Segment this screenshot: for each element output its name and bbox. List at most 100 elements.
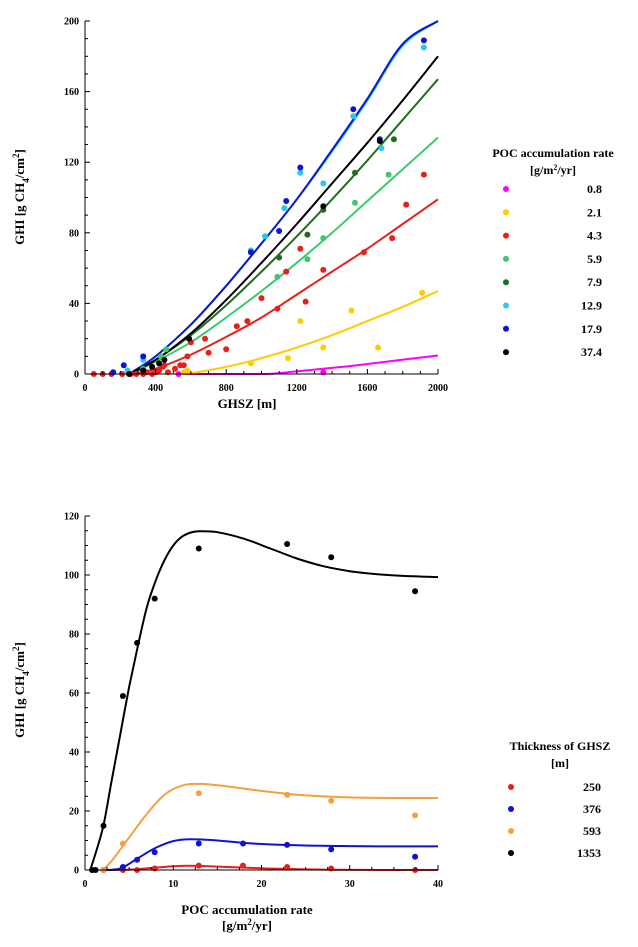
y-axis-label: GHI [g CH4/cm2] bbox=[11, 642, 31, 738]
fit-curve-593 bbox=[101, 782, 439, 871]
data-point-37.4 bbox=[376, 138, 383, 144]
data-point-4.3 bbox=[274, 305, 281, 312]
y-tick-label: 120 bbox=[64, 512, 79, 523]
legend: POC accumulation rate [g/m2/yr] 0.8 2.1 4.… bbox=[492, 146, 614, 359]
data-point-250 bbox=[240, 862, 246, 869]
x-tick-label: 0 bbox=[83, 879, 88, 890]
data-point-1353 bbox=[284, 541, 291, 547]
data-point-5.9 bbox=[385, 171, 392, 178]
legend-marker-376 bbox=[508, 806, 514, 812]
data-point-376 bbox=[284, 841, 291, 848]
data-point-4.3 bbox=[302, 298, 309, 305]
data-point-2.1 bbox=[297, 318, 304, 325]
data-point-4.3 bbox=[258, 295, 265, 302]
data-point-1353 bbox=[119, 693, 126, 699]
y-tick-label: 160 bbox=[64, 87, 79, 98]
data-point-1353 bbox=[412, 588, 419, 595]
legend-marker-250 bbox=[508, 784, 514, 790]
data-point-4.3 bbox=[233, 323, 240, 330]
data-point-2.1 bbox=[285, 355, 291, 362]
legend-label-12.9: 12.9 bbox=[581, 299, 602, 313]
data-point-4.3 bbox=[205, 349, 212, 356]
x-axis-label: GHSZ [m] bbox=[218, 396, 277, 411]
data-point-250 bbox=[328, 865, 335, 872]
data-point-4.3 bbox=[420, 171, 427, 178]
data-point-37.4 bbox=[161, 356, 168, 363]
data-point-250 bbox=[284, 864, 291, 870]
legend-label-0.8: 0.8 bbox=[587, 182, 602, 196]
legend-label-2.1: 2.1 bbox=[587, 205, 602, 219]
x-tick-label: 20 bbox=[257, 879, 267, 890]
x-tick-label: 40 bbox=[433, 879, 443, 890]
data-point-4.3 bbox=[161, 362, 168, 369]
data-point-37.4 bbox=[140, 367, 147, 374]
axes-group bbox=[84, 515, 439, 871]
y-tick-label: 20 bbox=[69, 807, 79, 818]
fit-curve-7.9 bbox=[130, 78, 439, 375]
legend-subtitle: [m] bbox=[551, 756, 569, 770]
y-tick-label: 120 bbox=[64, 158, 79, 169]
data-points-group bbox=[89, 541, 419, 873]
y-tick-label: 40 bbox=[69, 748, 79, 759]
data-point-7.9 bbox=[390, 136, 397, 143]
data-point-4.3 bbox=[180, 362, 187, 369]
data-point-12.9 bbox=[420, 44, 427, 51]
data-point-593 bbox=[412, 812, 419, 819]
data-point-4.3 bbox=[403, 201, 410, 208]
data-point-37.4 bbox=[149, 363, 156, 370]
data-point-376 bbox=[195, 840, 202, 847]
data-point-593 bbox=[119, 840, 126, 847]
data-point-1353 bbox=[100, 822, 107, 829]
x-axis-label: POC accumulation rate bbox=[181, 902, 313, 917]
fit-curves-group bbox=[128, 20, 439, 376]
legend-label-1353: 1353 bbox=[577, 846, 601, 860]
data-point-1353 bbox=[328, 554, 335, 561]
fit-curve-17.9 bbox=[128, 20, 439, 375]
legend-subtitle: [g/m2/yr] bbox=[530, 163, 576, 178]
data-point-12.9 bbox=[297, 169, 304, 176]
data-point-4.3 bbox=[360, 249, 367, 256]
fit-curve-2.1 bbox=[187, 290, 439, 375]
data-point-7.9 bbox=[304, 231, 311, 238]
fit-curves-group bbox=[89, 530, 439, 872]
data-point-7.9 bbox=[276, 254, 283, 261]
data-point-5.9 bbox=[352, 199, 358, 206]
y-tick-label: 0 bbox=[74, 866, 79, 877]
data-point-17.9 bbox=[140, 353, 147, 360]
legend-marker-5.9 bbox=[503, 255, 509, 262]
data-point-17.9 bbox=[247, 249, 254, 256]
legend-marker-1353 bbox=[508, 850, 514, 856]
legend-marker-17.9 bbox=[503, 325, 509, 332]
x-tick-label: 800 bbox=[219, 383, 234, 394]
data-point-37.4 bbox=[186, 335, 193, 342]
data-points-group bbox=[90, 37, 427, 377]
data-point-593 bbox=[284, 791, 291, 798]
data-point-376 bbox=[151, 849, 158, 856]
data-point-4.3 bbox=[283, 268, 290, 275]
y-tick-label: 80 bbox=[69, 630, 79, 641]
data-point-37.4 bbox=[156, 360, 163, 367]
data-point-4.3 bbox=[389, 235, 396, 242]
fit-curve-12.9 bbox=[128, 20, 439, 375]
legend-label-250: 250 bbox=[583, 780, 601, 794]
legend-marker-7.9 bbox=[503, 279, 509, 286]
data-point-7.9 bbox=[352, 169, 358, 176]
data-point-5.9 bbox=[274, 273, 281, 280]
legend-label-7.9: 7.9 bbox=[587, 275, 602, 289]
data-point-17.9 bbox=[120, 362, 127, 369]
data-point-17.9 bbox=[420, 37, 427, 44]
chart-ghi-vs-poc-rate: 0 20 40 60 80 100 120 0 10 20 30 40 POC accumulatio… bbox=[11, 512, 610, 934]
data-point-376 bbox=[240, 840, 246, 847]
legend-label-17.9: 17.9 bbox=[581, 322, 602, 336]
data-point-4.3 bbox=[223, 346, 230, 353]
data-point-2.1 bbox=[247, 360, 254, 367]
legend-label-37.4: 37.4 bbox=[581, 345, 602, 359]
data-point-376 bbox=[119, 864, 126, 870]
legend-marker-37.4 bbox=[503, 349, 509, 356]
data-point-17.9 bbox=[350, 106, 357, 113]
data-point-250 bbox=[151, 865, 158, 872]
fit-curve-37.4 bbox=[128, 55, 439, 375]
y-tick-label: 100 bbox=[64, 571, 79, 582]
